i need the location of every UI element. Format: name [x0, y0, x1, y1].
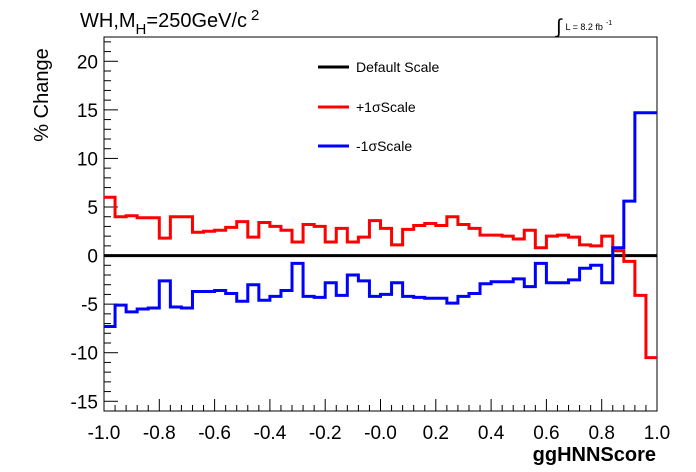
- axes-layer: -1.0 -0.8 -0.6 -0.4 -0.2 -0.0 0.2 0.4 0.6 0.8 1.0 -…: [71, 37, 670, 444]
- y-axis-title: % Change: [31, 48, 53, 141]
- y-tick-label: 5: [87, 198, 98, 219]
- x-tick-label: -0.0: [364, 423, 397, 444]
- y-tick-label: 0: [87, 247, 98, 268]
- title-superscript: 2: [251, 7, 259, 24]
- x-tick-label: -0.8: [143, 423, 176, 444]
- title-subscript: H: [136, 21, 147, 38]
- x-tick-label: 0.4: [478, 423, 505, 444]
- x-tick-label: 0.2: [423, 423, 449, 444]
- chart-title: WH,MH=250GeV/c 2: [80, 7, 259, 38]
- x-tick-label: -1.0: [88, 423, 121, 444]
- legend-entry-1: +1σScale: [356, 99, 416, 115]
- legend-entry-0: Default Scale: [356, 59, 439, 75]
- lumi-label: ∫ L = 8.2 fb -1: [555, 16, 612, 38]
- y-tick-label: -5: [81, 295, 98, 316]
- x-tick-label: -0.6: [198, 423, 231, 444]
- title-value: =250GeV/c: [146, 10, 247, 32]
- y-tick-label: -10: [71, 344, 98, 365]
- legend-entry-2: -1σScale: [356, 138, 412, 154]
- y-tick-label: 20: [77, 52, 98, 73]
- lumi-text: L = 8.2 fb: [565, 22, 602, 32]
- x-tick-label: 0.6: [533, 423, 559, 444]
- series-layer: [104, 111, 657, 360]
- x-tick-label: 1.0: [644, 423, 670, 444]
- x-tick-label: 0.8: [588, 423, 614, 444]
- y-tick-label: 10: [77, 149, 98, 170]
- y-tick-label: 15: [77, 101, 98, 122]
- legend: Default Scale +1σScale -1σScale: [318, 59, 439, 154]
- title-prefix: WH,M: [80, 10, 136, 32]
- x-axis-title: ggHNNScore: [533, 444, 656, 466]
- x-tick-label: -0.2: [309, 423, 342, 444]
- series-line-1: [104, 195, 657, 360]
- x-tick-label: -0.4: [254, 423, 287, 444]
- y-tick-label: -15: [71, 392, 98, 413]
- series-line-2: [104, 111, 657, 328]
- lumi-superscript: -1: [606, 20, 612, 27]
- lumi-integral: ∫: [555, 16, 563, 38]
